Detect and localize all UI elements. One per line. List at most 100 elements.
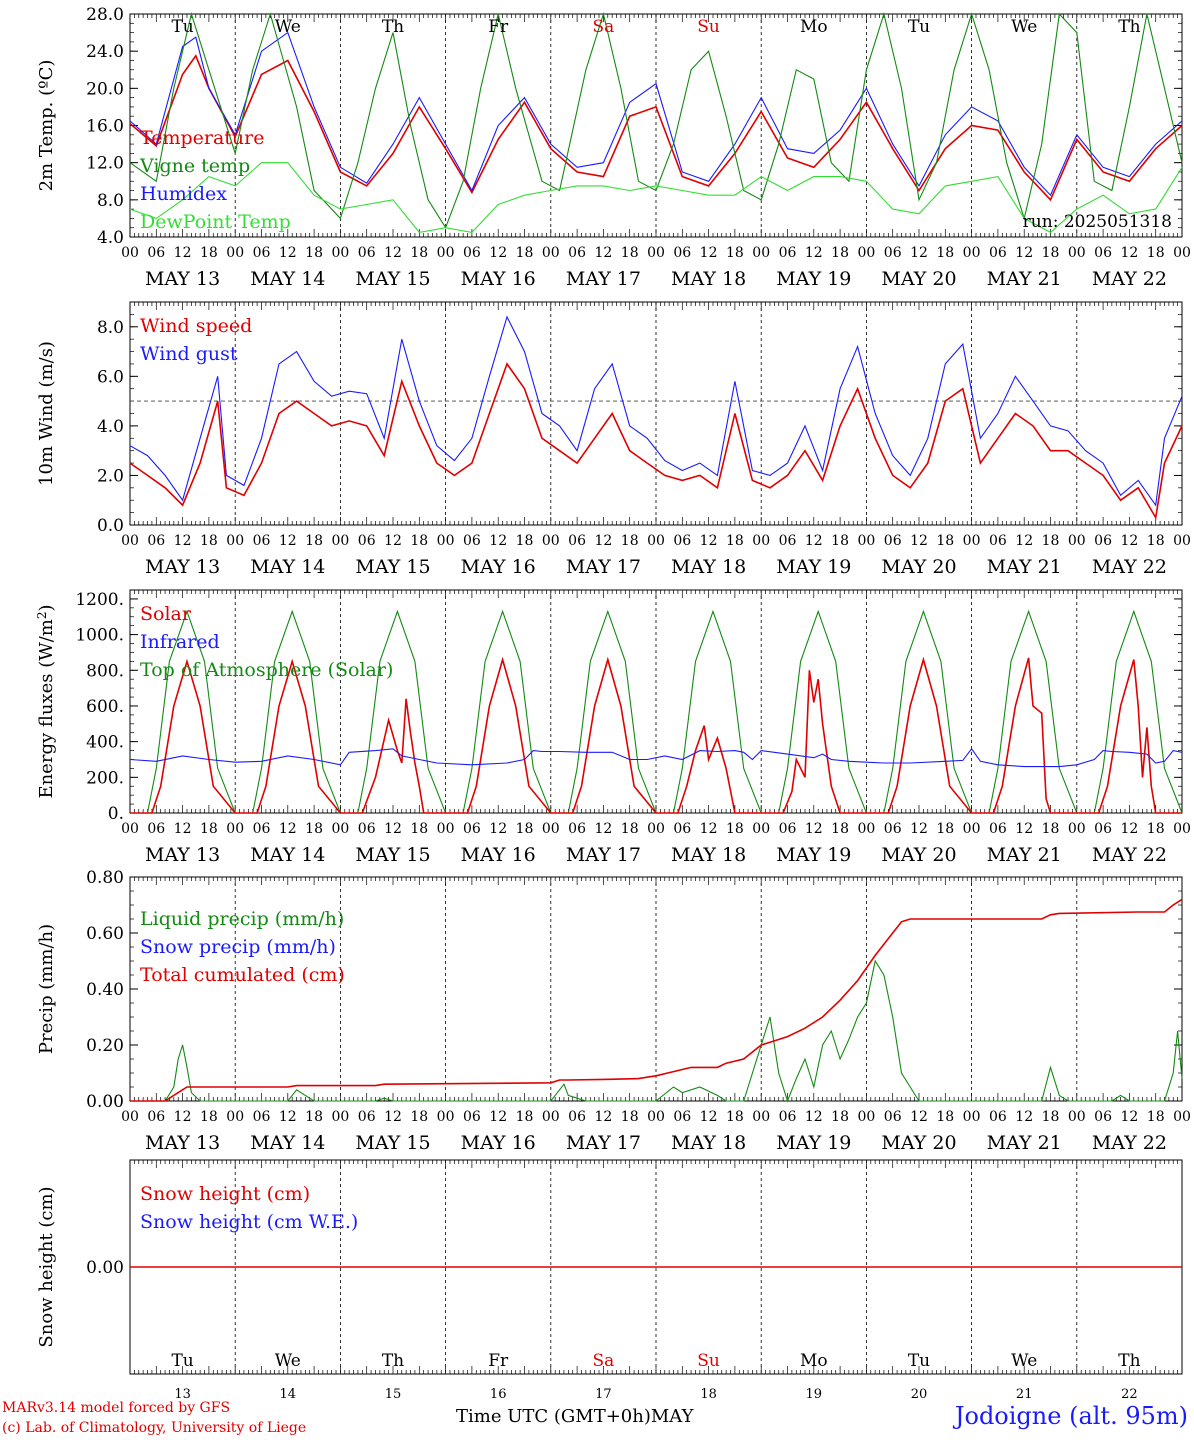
hour-tick-label: 00 <box>752 245 770 261</box>
y-tick-label: 0.0 <box>97 516 124 536</box>
hour-tick-label: 00 <box>647 533 665 549</box>
hour-tick-label: 06 <box>779 821 797 837</box>
hour-tick-label: 12 <box>384 533 402 549</box>
day-name-label: We <box>1011 1351 1037 1371</box>
hour-tick-label: 06 <box>147 1109 165 1125</box>
hour-tick-label: 18 <box>1147 533 1165 549</box>
hour-tick-label: 18 <box>1147 821 1165 837</box>
day-name-label: Th <box>382 1351 404 1371</box>
hour-tick-label: 00 <box>1173 245 1191 261</box>
hour-tick-label: 12 <box>700 1109 718 1125</box>
hour-tick-label: 12 <box>700 533 718 549</box>
hour-tick-label: 00 <box>226 533 244 549</box>
hour-tick-label: 06 <box>1094 245 1112 261</box>
day-number-label: 19 <box>806 1387 823 1402</box>
date-label: MAY 13 <box>145 556 220 578</box>
hour-tick-label: 00 <box>437 821 455 837</box>
legend-total-cumulated-cm-: Total cumulated (cm) <box>140 964 345 986</box>
date-label: MAY 19 <box>776 556 851 578</box>
hour-tick-label: 00 <box>542 245 560 261</box>
legend-wind-gust: Wind gust <box>140 343 238 365</box>
hour-tick-label: 00 <box>121 533 139 549</box>
hour-tick-label: 06 <box>779 1109 797 1125</box>
legend-humidex: Humidex <box>140 183 227 205</box>
day-name-label: Su <box>697 17 720 37</box>
hour-tick-label: 06 <box>253 533 271 549</box>
day-name-label: Sa <box>593 1351 615 1371</box>
date-label: MAY 18 <box>671 844 746 866</box>
hour-tick-label: 06 <box>989 245 1007 261</box>
hour-tick-label: 12 <box>489 821 507 837</box>
date-label: MAY 15 <box>355 1132 430 1154</box>
hour-tick-label: 00 <box>1068 245 1086 261</box>
hour-tick-label: 18 <box>1042 821 1060 837</box>
hour-tick-label: 18 <box>516 821 534 837</box>
y-axis-label: Snow height (cm) <box>36 1186 57 1347</box>
hour-tick-label: 06 <box>568 821 586 837</box>
legend-dewpoint-temp: DewPoint Temp <box>140 211 291 233</box>
day-name-label: Th <box>1118 17 1140 37</box>
hour-tick-label: 18 <box>831 821 849 837</box>
hour-tick-label: 06 <box>358 245 376 261</box>
hour-tick-label: 18 <box>1042 533 1060 549</box>
hour-tick-label: 06 <box>147 245 165 261</box>
day-number-label: 22 <box>1121 1387 1138 1402</box>
hour-tick-label: 00 <box>121 245 139 261</box>
legend-vigne-temp: Vigne temp <box>139 155 250 177</box>
plot-frame <box>129 301 1183 526</box>
run-label: run: 2025051318 <box>1023 212 1172 232</box>
hour-tick-label: 00 <box>331 1109 349 1125</box>
hour-tick-label: 18 <box>831 533 849 549</box>
y-tick-label: 12.0 <box>86 154 124 174</box>
hour-tick-label: 12 <box>910 1109 928 1125</box>
date-label: MAY 15 <box>355 268 430 290</box>
date-label: MAY 22 <box>1092 268 1167 290</box>
day-number-label: 21 <box>1016 1387 1033 1402</box>
hour-tick-label: 06 <box>779 245 797 261</box>
y-tick-label: 600. <box>86 697 124 717</box>
legend-snow-height-cm-: Snow height (cm) <box>140 1183 310 1205</box>
date-label: MAY 14 <box>250 268 325 290</box>
day-name-label: Tu <box>171 17 193 37</box>
hour-tick-label: 06 <box>253 1109 271 1125</box>
hour-tick-label: 12 <box>594 821 612 837</box>
date-label: MAY 20 <box>881 844 956 866</box>
hour-tick-label: 06 <box>568 1109 586 1125</box>
hour-tick-label: 00 <box>121 821 139 837</box>
hour-tick-label: 18 <box>305 821 323 837</box>
day-name-label: Tu <box>908 1351 930 1371</box>
hour-tick-label: 00 <box>647 821 665 837</box>
hour-tick-label: 18 <box>831 1109 849 1125</box>
hour-tick-label: 06 <box>989 533 1007 549</box>
y-tick-label: 400. <box>86 733 124 753</box>
y-tick-label: 8.0 <box>97 318 124 338</box>
hour-tick-label: 18 <box>726 245 744 261</box>
hour-tick-label: 00 <box>121 1109 139 1125</box>
y-axis-label: Precip (mm/h) <box>36 924 57 1054</box>
panel-precip: 0.00 0.20 0.40 0.60 0.80 Precip (mm/h) Liquid … <box>36 868 1191 1154</box>
hour-tick-label: 00 <box>963 821 981 837</box>
series-total-cumulated-cm- <box>130 898 1183 1102</box>
series-wind-speed <box>129 362 1183 520</box>
hour-tick-label: 06 <box>358 821 376 837</box>
day-name-label: Th <box>382 17 404 37</box>
hour-tick-label: 06 <box>884 245 902 261</box>
hour-tick-label: 18 <box>726 1109 744 1125</box>
hour-tick-label: 12 <box>489 533 507 549</box>
hour-tick-label: 06 <box>989 821 1007 837</box>
hour-tick-label: 18 <box>1147 245 1165 261</box>
time-utc-label: Time UTC (GMT+0h) <box>456 1406 651 1427</box>
hour-tick-label: 00 <box>752 533 770 549</box>
hour-tick-label: 06 <box>673 821 691 837</box>
hour-tick-label: 18 <box>410 1109 428 1125</box>
panel-wind: 0.0 2.0 4.0 6.0 8.0 10m Wind (m/s) Wind speed W… <box>36 301 1191 578</box>
legend-solar: Solar <box>140 603 192 625</box>
y-axis-label: Energy fluxes (W/m2) <box>35 604 57 798</box>
hour-tick-label: 18 <box>305 245 323 261</box>
day-name-label: Mo <box>800 17 828 37</box>
y-tick-label: 800. <box>86 661 124 681</box>
day-number-label: 15 <box>385 1387 402 1402</box>
y-tick-label: 0.20 <box>86 1036 124 1056</box>
hour-tick-label: 12 <box>1120 245 1138 261</box>
hour-tick-label: 00 <box>647 245 665 261</box>
